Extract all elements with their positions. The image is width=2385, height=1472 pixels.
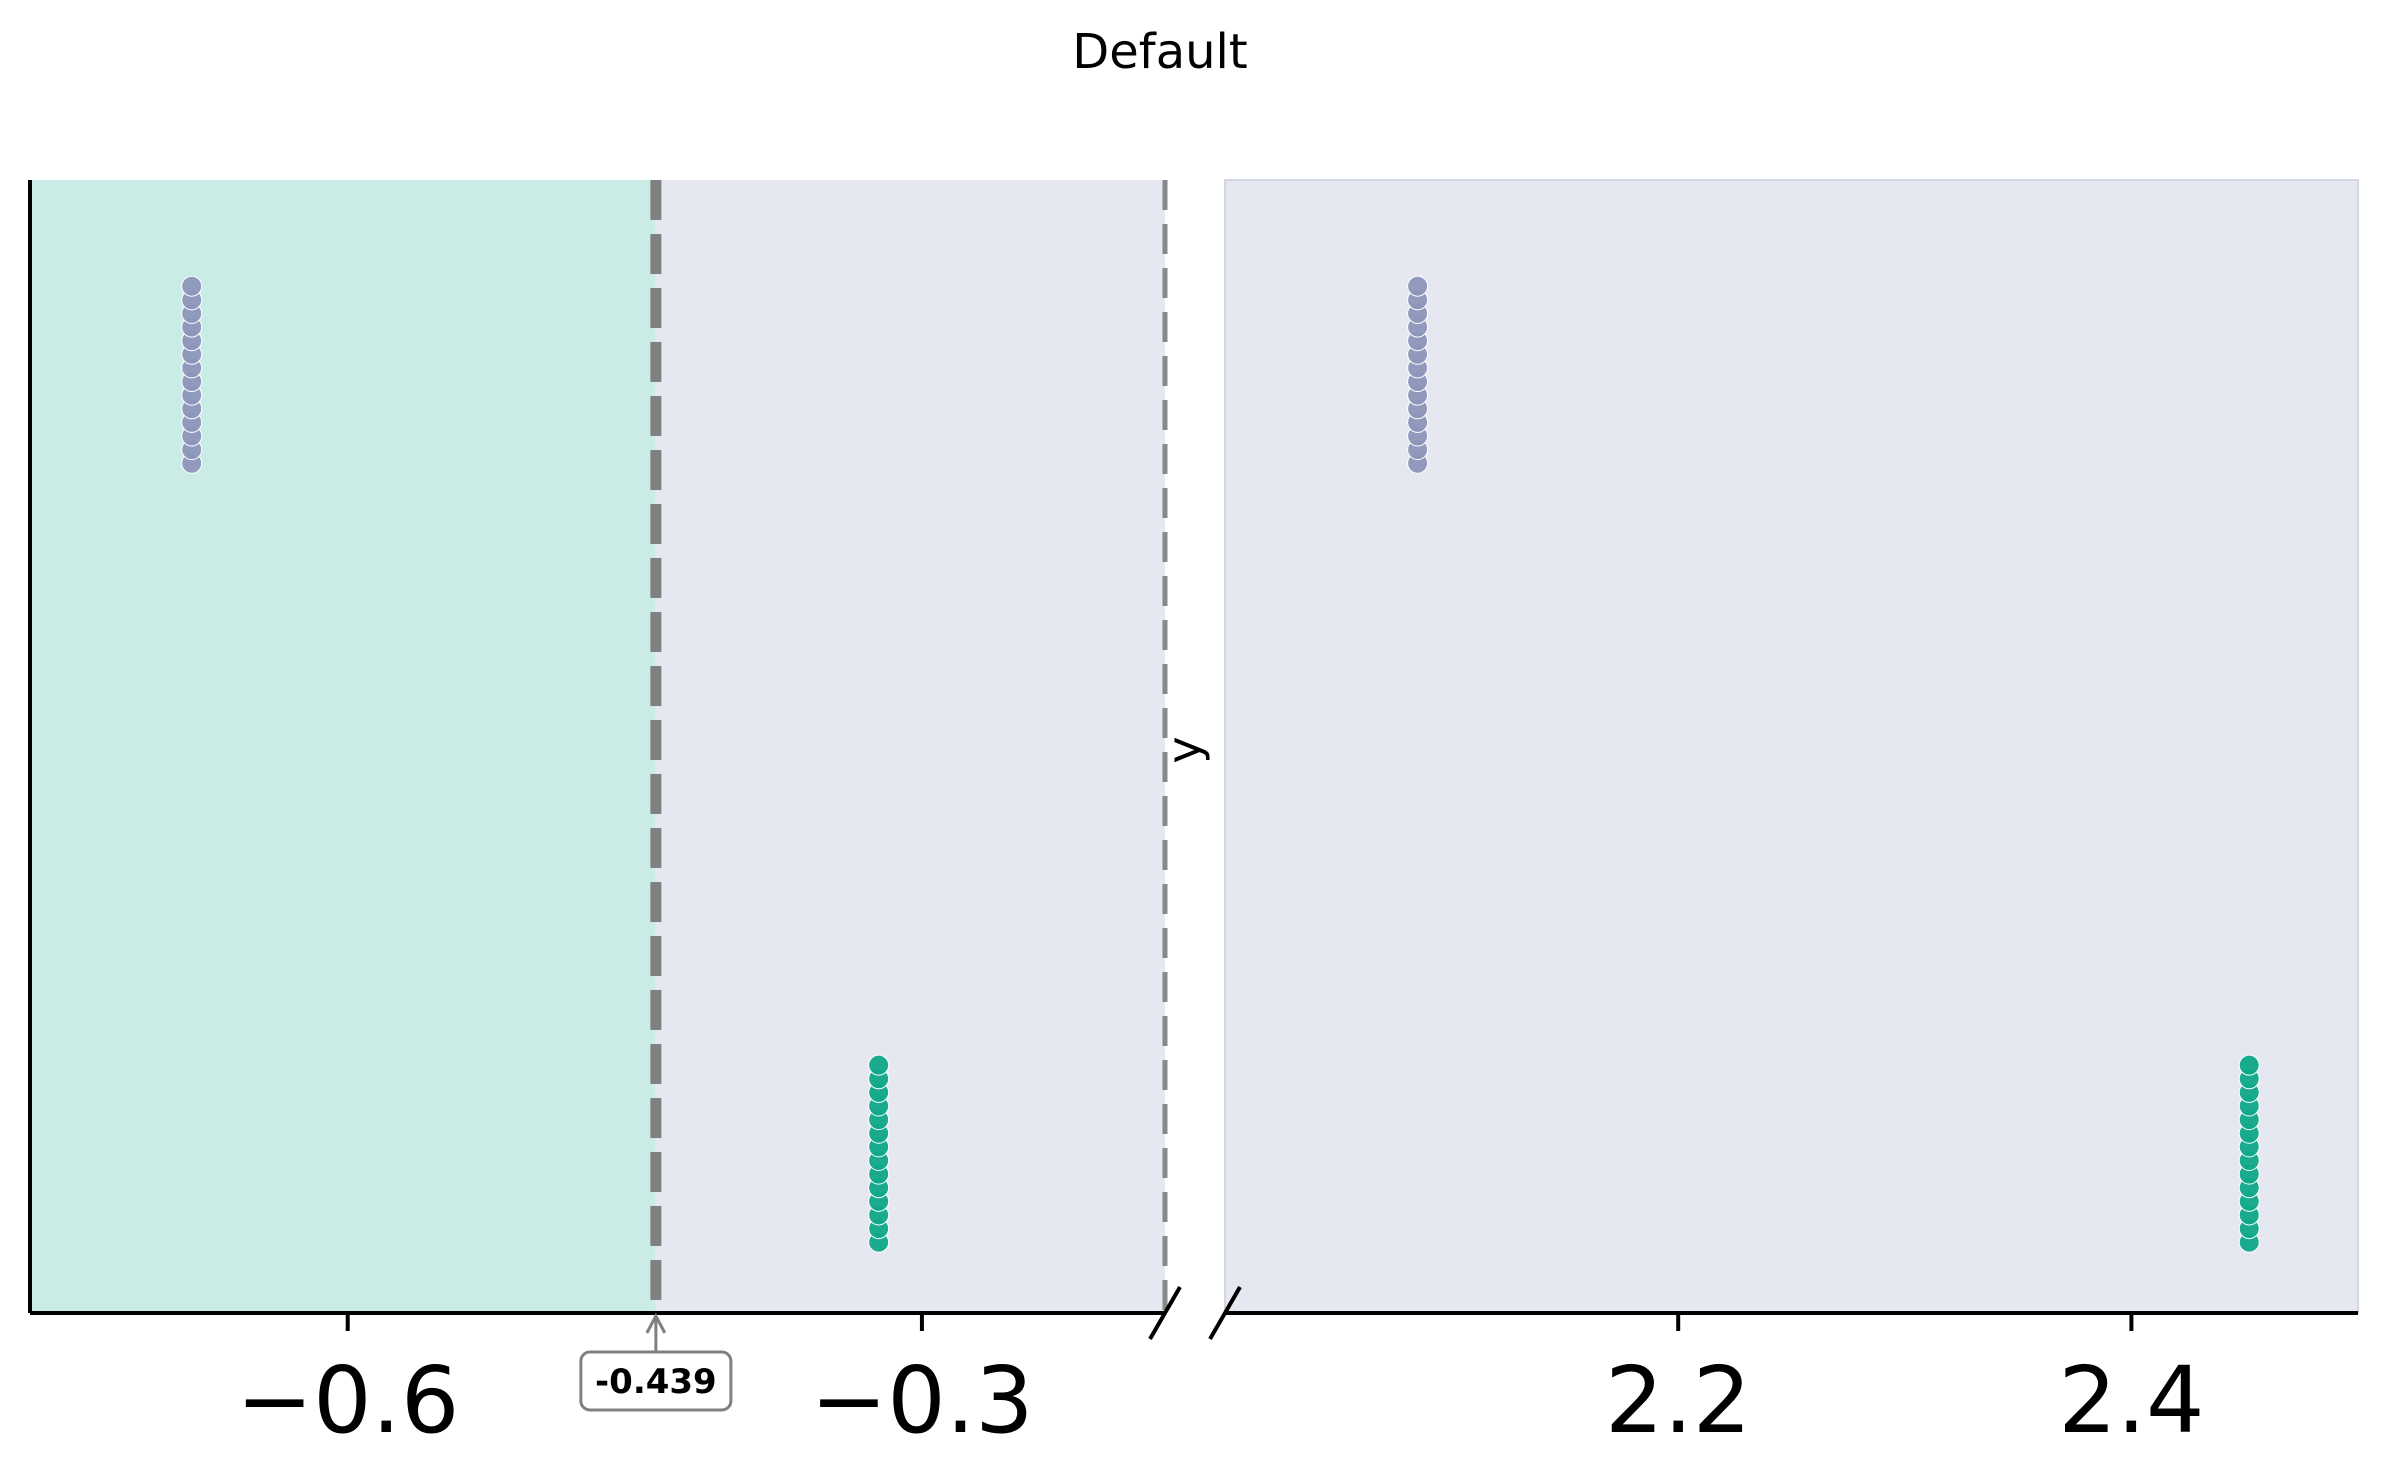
region-0	[30, 180, 656, 1313]
panels-layer: −0.6 −0.3 2.2 2.4 -0.439	[28, 179, 2359, 1454]
chart-title: Default	[1072, 24, 1247, 80]
data-point-s1-x1-13	[2238, 1054, 2260, 1076]
data-point-s0-x1-13	[1407, 275, 1429, 297]
threshold-arrow-head	[645, 1312, 667, 1334]
x-tick-label-p1-1: 2.4	[2058, 1347, 2204, 1454]
threshold-label-box	[579, 1350, 733, 1412]
y-axis-label: y	[1157, 736, 1211, 763]
threshold-label: -0.439	[595, 1362, 717, 1402]
axis-break-mark-right	[1208, 1286, 1242, 1340]
axis-break-mark-left	[1148, 1286, 1182, 1340]
x-tick-label-p0-1: −0.3	[810, 1347, 1033, 1454]
region-2	[1225, 180, 2358, 1313]
x-tick-label-p1-0: 2.2	[1605, 1347, 1751, 1454]
x-tick-label-p0-0: −0.6	[236, 1347, 459, 1454]
region-1	[655, 180, 1165, 1313]
data-point-s0-x0-13	[181, 275, 203, 297]
data-point-s1-x0-13	[868, 1054, 890, 1076]
